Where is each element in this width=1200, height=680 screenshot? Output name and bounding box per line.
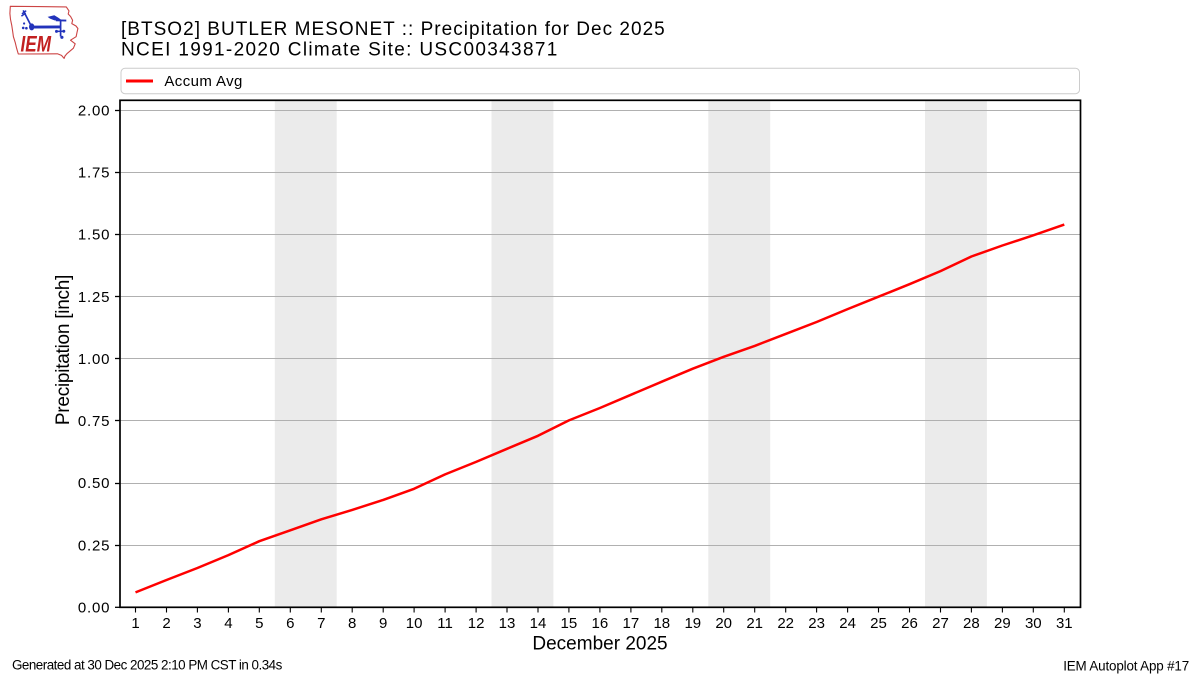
svg-text:December 2025: December 2025 (532, 634, 667, 655)
svg-text:14: 14 (530, 615, 547, 632)
svg-text:20: 20 (715, 615, 732, 632)
svg-text:1: 1 (131, 615, 139, 632)
svg-text:11: 11 (437, 615, 453, 632)
svg-text:21: 21 (746, 615, 763, 632)
svg-text:1.75: 1.75 (78, 165, 110, 182)
svg-text:18: 18 (653, 615, 670, 632)
svg-text:15: 15 (561, 615, 578, 632)
svg-text:22: 22 (777, 615, 794, 632)
svg-text:0.50: 0.50 (78, 475, 110, 492)
svg-text:16: 16 (592, 615, 609, 632)
svg-text:IEM: IEM (21, 33, 52, 58)
svg-text:Accum Avg: Accum Avg (164, 73, 242, 90)
svg-text:5: 5 (255, 615, 263, 632)
svg-text:31: 31 (1056, 615, 1073, 632)
svg-text:10: 10 (406, 615, 423, 632)
svg-text:7: 7 (317, 615, 325, 632)
svg-text:3: 3 (193, 615, 201, 632)
svg-text:28: 28 (963, 615, 980, 632)
svg-text:4: 4 (224, 615, 232, 632)
svg-text:12: 12 (468, 615, 485, 632)
svg-text:24: 24 (839, 615, 856, 632)
svg-text:19: 19 (684, 615, 701, 632)
svg-text:9: 9 (379, 615, 387, 632)
svg-text:0.00: 0.00 (78, 600, 110, 617)
svg-text:6: 6 (286, 615, 294, 632)
svg-text:25: 25 (870, 615, 887, 632)
svg-text:27: 27 (932, 615, 949, 632)
svg-text:[BTSO2] BUTLER MESONET :: Prec: [BTSO2] BUTLER MESONET :: Precipitation … (121, 19, 666, 40)
svg-text:Generated at 30 Dec 2025 2:10: Generated at 30 Dec 2025 2:10 PM CST in … (12, 658, 283, 673)
svg-text:Precipitation [inch]: Precipitation [inch] (53, 275, 74, 425)
svg-text:30: 30 (1025, 615, 1042, 632)
svg-text:IEM Autoplot App #17: IEM Autoplot App #17 (1063, 659, 1189, 674)
svg-text:29: 29 (994, 615, 1011, 632)
svg-text:13: 13 (499, 615, 516, 632)
svg-text:1.25: 1.25 (78, 289, 110, 306)
svg-text:0.25: 0.25 (78, 537, 110, 554)
svg-text:NCEI 1991-2020 Climate Site: U: NCEI 1991-2020 Climate Site: USC00343871 (121, 40, 559, 61)
svg-text:26: 26 (901, 615, 918, 632)
svg-text:2.00: 2.00 (78, 103, 110, 120)
svg-text:2: 2 (162, 615, 170, 632)
svg-text:17: 17 (623, 615, 640, 632)
svg-text:0.75: 0.75 (78, 413, 110, 430)
svg-text:1.00: 1.00 (78, 351, 110, 368)
svg-text:1.50: 1.50 (78, 227, 110, 244)
svg-text:8: 8 (348, 615, 356, 632)
svg-text:23: 23 (808, 615, 825, 632)
